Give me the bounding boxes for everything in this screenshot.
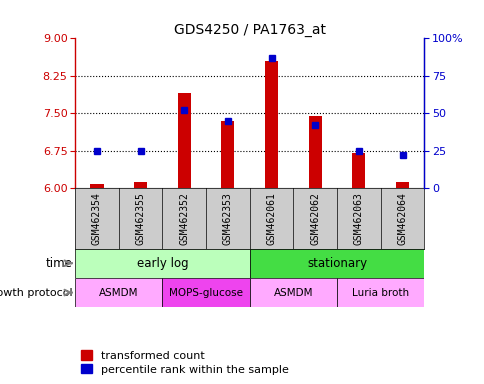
Bar <box>162 278 249 307</box>
Title: GDS4250 / PA1763_at: GDS4250 / PA1763_at <box>173 23 325 37</box>
Text: ASMDM: ASMDM <box>273 288 313 298</box>
Text: GSM462353: GSM462353 <box>223 192 232 245</box>
Bar <box>264 61 278 188</box>
Bar <box>351 153 364 188</box>
Bar <box>75 278 162 307</box>
Bar <box>395 182 408 188</box>
Text: GSM462064: GSM462064 <box>397 192 407 245</box>
Bar <box>134 182 147 188</box>
Text: Luria broth: Luria broth <box>351 288 408 298</box>
Text: early log: early log <box>136 257 188 270</box>
Text: MOPS-glucose: MOPS-glucose <box>169 288 242 298</box>
Bar <box>75 248 249 278</box>
Bar <box>221 121 234 188</box>
Text: GSM462062: GSM462062 <box>310 192 319 245</box>
Text: stationary: stationary <box>306 257 366 270</box>
Text: ASMDM: ASMDM <box>99 288 138 298</box>
Bar <box>90 184 104 188</box>
Text: GSM462352: GSM462352 <box>179 192 189 245</box>
Text: GSM462061: GSM462061 <box>266 192 276 245</box>
Text: GSM462354: GSM462354 <box>92 192 102 245</box>
Legend: transformed count, percentile rank within the sample: transformed count, percentile rank withi… <box>80 350 288 375</box>
Text: GSM462355: GSM462355 <box>136 192 145 245</box>
Text: time: time <box>46 257 73 270</box>
Bar <box>249 278 336 307</box>
Text: growth protocol: growth protocol <box>0 288 73 298</box>
Bar <box>249 248 424 278</box>
Bar <box>336 278 424 307</box>
Text: GSM462063: GSM462063 <box>353 192 363 245</box>
Bar <box>177 93 191 188</box>
Bar <box>308 116 321 188</box>
